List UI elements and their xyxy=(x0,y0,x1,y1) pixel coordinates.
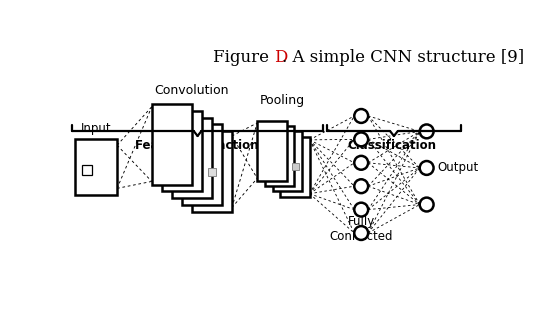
Bar xyxy=(273,131,302,192)
Circle shape xyxy=(420,161,434,175)
Circle shape xyxy=(420,197,434,212)
Circle shape xyxy=(354,133,368,146)
Bar xyxy=(208,168,216,176)
Bar xyxy=(152,104,192,184)
Circle shape xyxy=(420,124,434,138)
Bar xyxy=(172,118,212,198)
Text: Pooling: Pooling xyxy=(259,94,305,107)
Bar xyxy=(257,121,287,181)
Text: D: D xyxy=(274,49,287,66)
Bar xyxy=(82,165,91,174)
Bar xyxy=(182,124,222,205)
Text: Fully
Connected: Fully Connected xyxy=(329,215,393,243)
Text: Figure: Figure xyxy=(213,49,274,66)
Text: Classification: Classification xyxy=(348,139,436,152)
Text: Convolution: Convolution xyxy=(154,85,229,97)
Bar xyxy=(292,163,299,170)
Bar xyxy=(280,137,309,197)
Circle shape xyxy=(354,203,368,217)
Text: Feature Extraction: Feature Extraction xyxy=(136,139,259,152)
Circle shape xyxy=(354,226,368,240)
Bar xyxy=(265,126,294,186)
Text: Output: Output xyxy=(437,161,479,174)
Bar xyxy=(75,139,117,194)
Text: . A simple CNN structure [9]: . A simple CNN structure [9] xyxy=(282,49,524,66)
Circle shape xyxy=(354,156,368,170)
Circle shape xyxy=(354,179,368,193)
Bar xyxy=(192,131,232,212)
Text: Input: Input xyxy=(81,122,111,135)
Circle shape xyxy=(354,109,368,123)
Bar xyxy=(162,110,202,192)
